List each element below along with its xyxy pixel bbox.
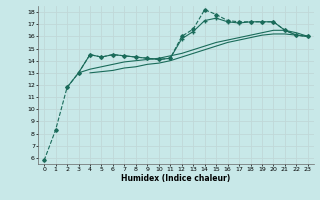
X-axis label: Humidex (Indice chaleur): Humidex (Indice chaleur) [121,174,231,183]
